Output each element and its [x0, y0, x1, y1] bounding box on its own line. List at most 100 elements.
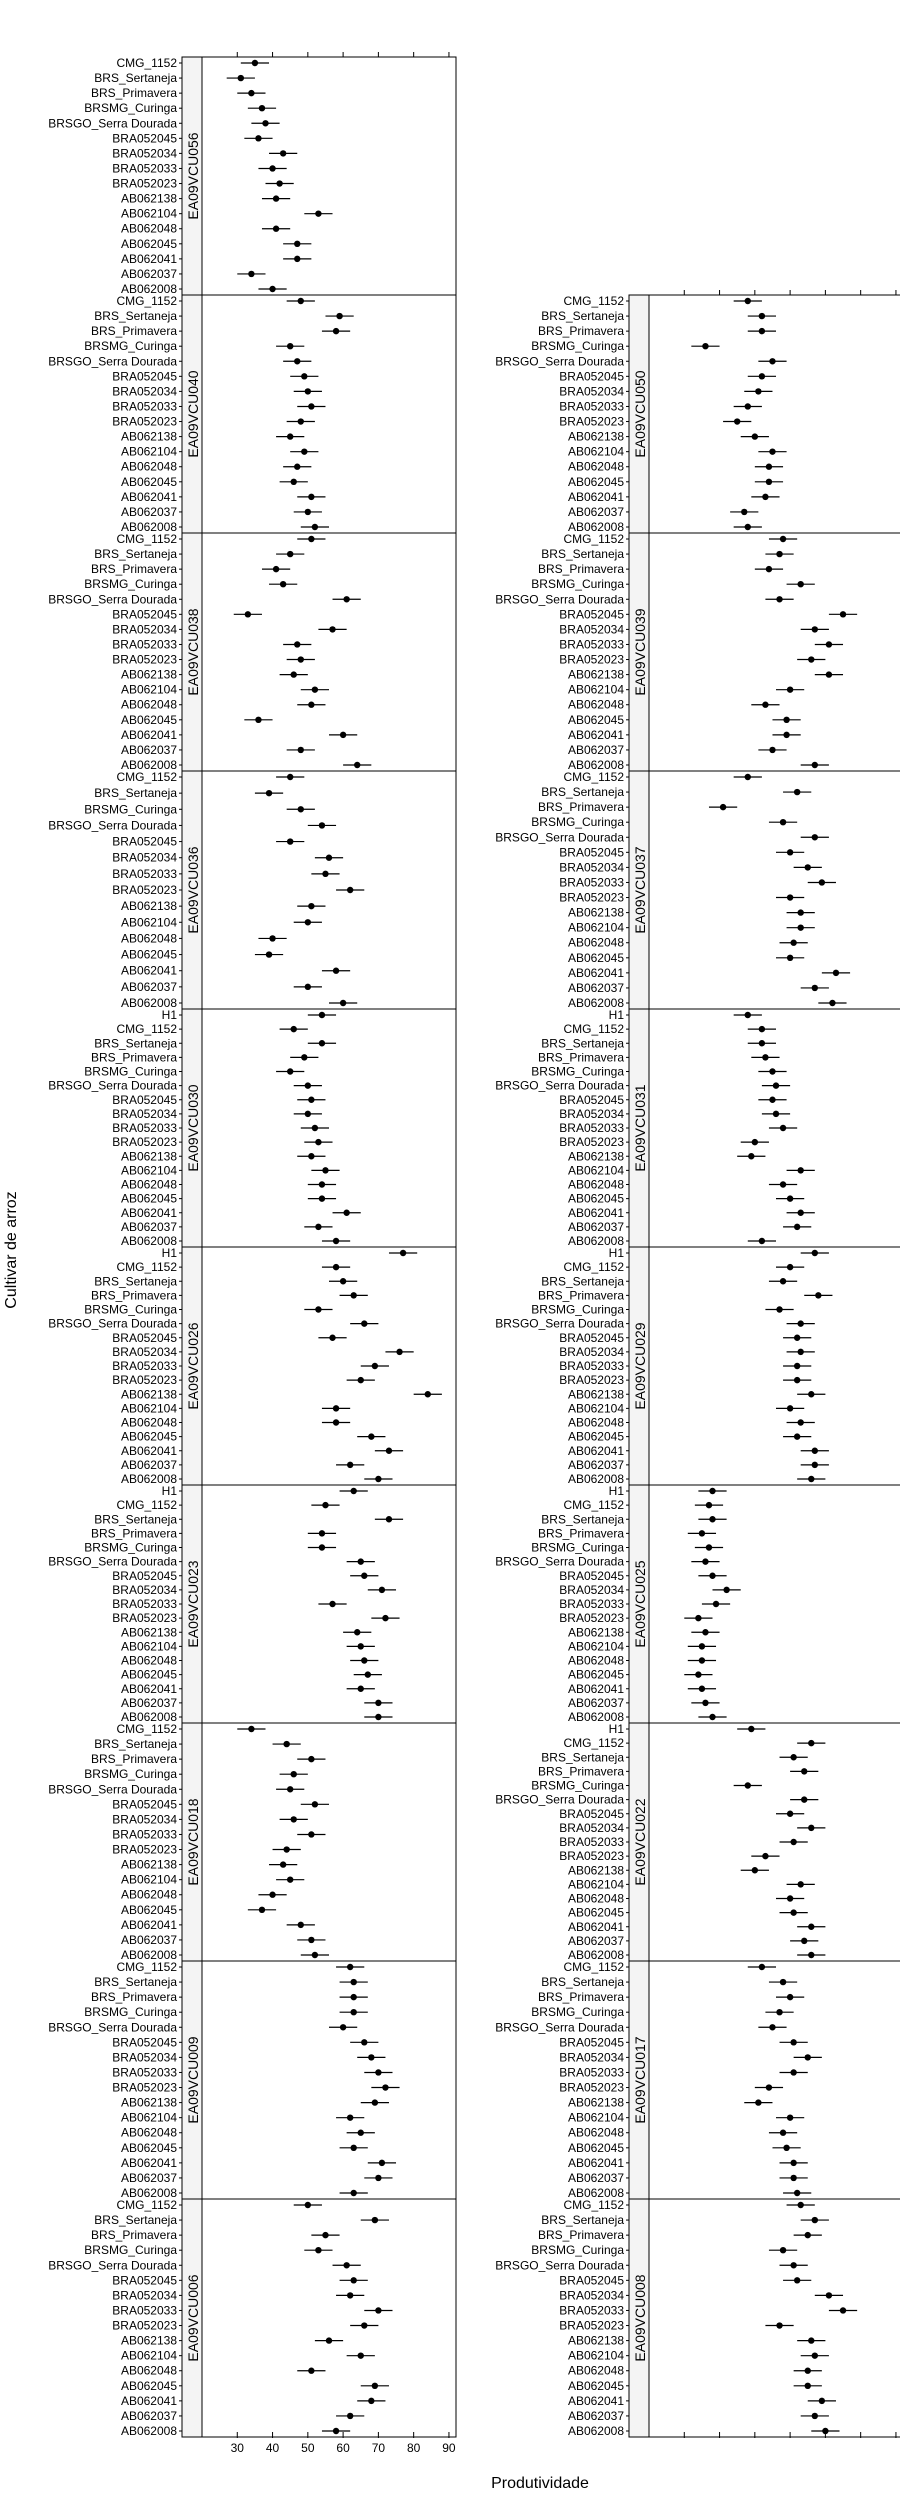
estimate-point	[702, 1558, 709, 1565]
estimate-point	[311, 686, 319, 693]
estimate-point	[325, 2337, 333, 2344]
row-label: AB062045	[568, 2141, 624, 2155]
row-label: AB062138	[121, 899, 177, 913]
estimate-point	[318, 1530, 326, 1537]
panel-strip-label: EA09VCU037	[632, 846, 648, 933]
estimate-point	[790, 2262, 797, 2269]
estimate-point	[286, 838, 294, 845]
estimate-point	[297, 746, 304, 754]
row-label: AB062138	[121, 1858, 177, 1872]
row-label: BRSGO_Serra Dourada	[495, 830, 624, 844]
estimate-point	[797, 1348, 804, 1356]
row-label: BRSGO_Serra Dourada	[495, 1317, 624, 1331]
estimate-point	[790, 1838, 797, 1846]
estimate-point	[723, 1586, 730, 1594]
estimate-point	[790, 1754, 797, 1761]
row-label: BRA052045	[559, 1569, 624, 1583]
row-label: BRA052034	[559, 2050, 624, 2064]
row-label: BRA052034	[559, 1107, 624, 1121]
estimate-point	[793, 2189, 801, 2197]
row-label: AB062037	[568, 2409, 624, 2423]
estimate-point	[346, 1461, 354, 1469]
estimate-point	[276, 180, 283, 187]
estimate-point	[304, 508, 312, 516]
row-label: AB062138	[121, 2334, 177, 2348]
panel-strip-label: EA09VCU031	[632, 1084, 648, 1171]
estimate-point	[797, 1881, 804, 1888]
row-label: BRA052023	[112, 1611, 177, 1625]
estimate-point	[702, 1699, 709, 1707]
estimate-point	[758, 1963, 766, 1971]
row-label: AB062037	[121, 743, 177, 757]
estimate-point	[378, 2159, 386, 2167]
row-label: BRA052033	[112, 637, 177, 651]
estimate-point	[315, 2247, 322, 2254]
estimate-point	[793, 1334, 801, 1341]
row-label: CMG_1152	[117, 2198, 178, 2212]
row-label: AB062041	[568, 2156, 624, 2170]
estimate-point	[765, 2084, 773, 2091]
estimate-point	[290, 1771, 297, 1778]
row-label: AB062008	[568, 758, 624, 772]
row-label: AB062008	[568, 996, 624, 1010]
panel-strip-label: EA09VCU029	[632, 1322, 648, 1409]
estimate-point	[244, 611, 252, 618]
row-label: AB062138	[121, 1387, 177, 1401]
estimate-point	[779, 2129, 787, 2136]
estimate-point	[786, 686, 794, 693]
row-label: AB062008	[121, 2186, 177, 2200]
row-label: BRA052023	[112, 883, 177, 897]
row-label: H1	[162, 1008, 178, 1022]
estimate-point	[286, 773, 294, 781]
row-label: BRSMG_Curinga	[84, 1065, 177, 1079]
row-label: CMG_1152	[564, 770, 625, 784]
estimate-point	[751, 1138, 759, 1146]
row-label: BRS_Primavera	[538, 562, 624, 576]
row-label: BRA052034	[559, 1345, 624, 1359]
row-label: AB062045	[121, 713, 177, 727]
row-label: AB062048	[121, 1416, 177, 1430]
row-label: BRA052045	[112, 1093, 177, 1107]
estimate-point	[272, 565, 280, 573]
row-label: CMG_1152	[117, 770, 178, 784]
row-label: AB062008	[121, 1710, 177, 1724]
row-label: AB062138	[121, 192, 177, 206]
estimate-point	[790, 939, 797, 946]
estimate-point	[797, 1167, 804, 1174]
row-label: AB062104	[121, 915, 177, 929]
row-label: AB062138	[568, 430, 624, 444]
estimate-point	[396, 1348, 403, 1356]
row-label: BRSGO_Serra Dourada	[48, 116, 177, 130]
row-label: AB062045	[121, 1903, 177, 1917]
row-label: BRSGO_Serra Dourada	[48, 1555, 177, 1569]
estimate-point	[698, 1657, 706, 1664]
x-tick-label: 70	[372, 2441, 386, 2455]
row-label: BRA052023	[559, 1135, 624, 1149]
x-axis-left: 30 40 50 60 70 80 90	[231, 2432, 456, 2455]
row-label: AB062048	[121, 1888, 177, 1902]
estimate-point	[786, 1405, 794, 1412]
panel-strip-label: EA09VCU036	[185, 846, 201, 933]
row-label: BRSMG_Curinga	[84, 802, 177, 816]
estimate-point	[769, 448, 776, 455]
row-label: CMG_1152	[564, 2198, 625, 2212]
row-label: AB062104	[568, 1163, 624, 1177]
estimate-point	[719, 803, 727, 811]
row-label: AB062045	[121, 2141, 177, 2155]
row-label: BRA052034	[559, 1583, 624, 1597]
row-label: BRSGO_Serra Dourada	[495, 1079, 624, 1093]
row-label: BRSMG_Curinga	[531, 1065, 624, 1079]
row-label: BRA052045	[559, 1331, 624, 1345]
row-label: BRS_Sertaneja	[94, 1737, 177, 1751]
estimate-point	[262, 120, 269, 127]
estimate-point	[318, 1544, 326, 1551]
estimate-point	[779, 1278, 787, 1285]
estimate-point	[279, 1861, 287, 1868]
row-label: BRSMG_Curinga	[531, 815, 624, 829]
estimate-point	[297, 806, 304, 813]
estimate-point	[301, 448, 308, 455]
row-label: BRA052023	[559, 653, 624, 667]
row-label: BRA052034	[112, 2288, 177, 2302]
row-label: BRA052033	[559, 2303, 624, 2317]
estimate-point	[346, 1963, 354, 1971]
